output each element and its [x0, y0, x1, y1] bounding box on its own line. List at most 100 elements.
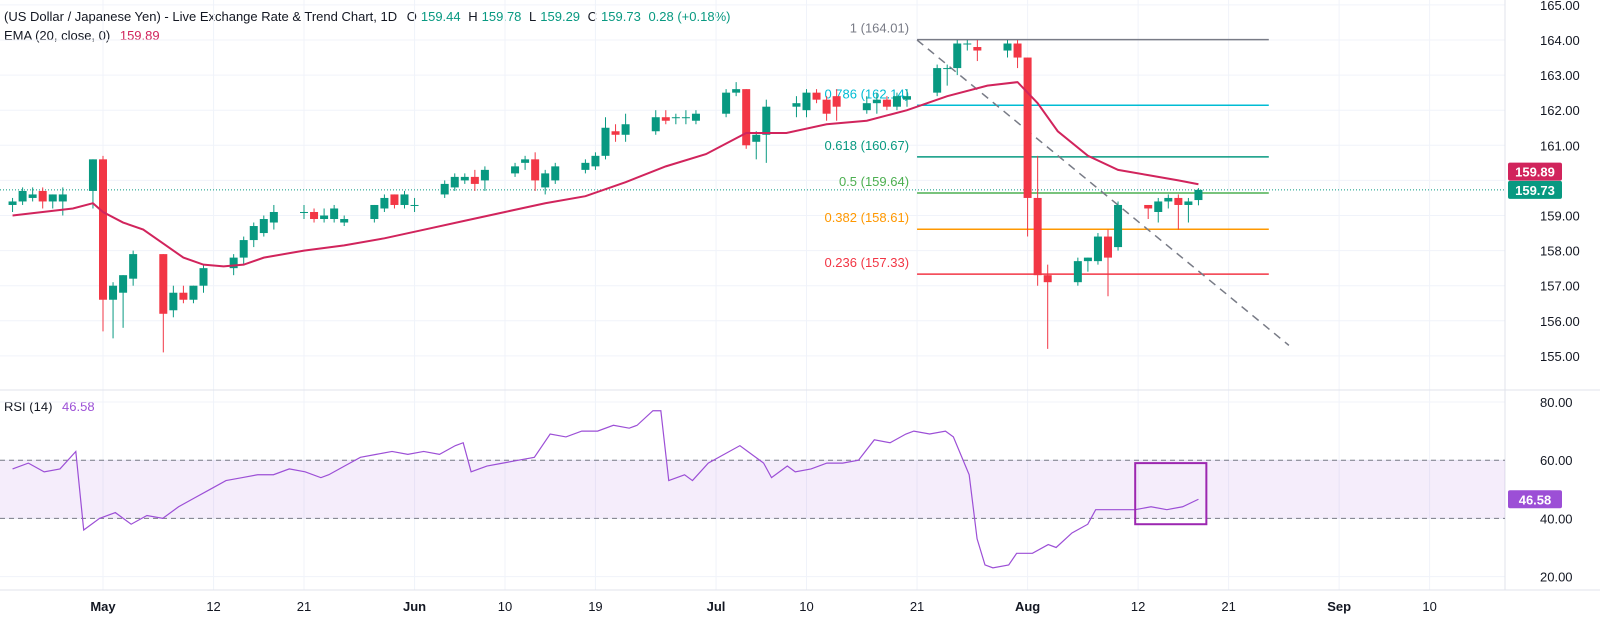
ema-price-badge: 159.89 — [1515, 165, 1555, 180]
price-axis-tick-label: 165.00 — [1540, 0, 1580, 13]
candle-body — [269, 211, 278, 223]
candle-body — [963, 43, 972, 45]
chart-legend: (US Dollar / Japanese Yen) - Live Exchan… — [4, 9, 734, 24]
candle-body — [169, 292, 178, 311]
candle-body — [651, 117, 660, 132]
candle-body — [99, 159, 107, 300]
candle-body — [943, 68, 952, 70]
candle-body — [792, 103, 801, 107]
time-axis-tick-label: 21 — [910, 599, 924, 614]
candle-body — [310, 211, 319, 220]
candle-body — [611, 131, 620, 135]
candle-body — [1154, 201, 1163, 212]
candle-body — [973, 47, 982, 51]
ema-price-badge-bg — [1508, 162, 1562, 181]
dashed-trendline — [916, 39, 1290, 346]
close-label: C — [587, 9, 598, 24]
open-value: 159.44 — [420, 9, 461, 24]
rsi-line — [12, 410, 1199, 569]
price-axis-tick-label: 156.00 — [1540, 314, 1580, 329]
candle-body — [681, 117, 690, 119]
candle-body — [28, 194, 37, 198]
time-axis-tick-label: 10 — [799, 599, 813, 614]
candle-body — [199, 268, 208, 286]
time-axis-tick-label: 10 — [498, 599, 512, 614]
candle-body — [933, 68, 942, 93]
candle-body — [390, 194, 399, 205]
candle-body — [1033, 197, 1042, 276]
candle-body — [591, 155, 600, 167]
candle-body — [239, 240, 248, 258]
candle-body — [903, 96, 911, 100]
candle-body — [872, 99, 881, 104]
candle-body — [1083, 257, 1092, 262]
candle-body — [862, 103, 871, 111]
candle-body — [581, 162, 590, 170]
price-axis-tick-label: 155.00 — [1540, 349, 1580, 364]
candle-body — [259, 219, 268, 234]
candle-body — [1023, 57, 1032, 198]
price-axis-tick-label: 157.00 — [1540, 279, 1580, 294]
open-label: O — [406, 9, 417, 24]
candle-body — [48, 194, 57, 202]
candle-body — [320, 215, 329, 220]
candle-body — [752, 134, 761, 142]
candle-body — [1184, 201, 1193, 205]
candle-body — [812, 92, 821, 100]
change-value: 0.28 (+0.18%) — [648, 9, 731, 24]
candle-body — [119, 275, 128, 293]
candle-body — [109, 285, 118, 300]
candle-body — [380, 197, 389, 209]
candle-body — [541, 173, 550, 188]
candle-body — [1174, 197, 1183, 205]
candle-body — [1043, 275, 1052, 283]
candle-body — [470, 176, 479, 184]
candle-body — [300, 211, 308, 213]
fib-label-0.786: 0.786 (162.14) — [824, 86, 909, 101]
candle-body — [832, 96, 841, 107]
time-axis-tick-label: 21 — [1221, 599, 1235, 614]
candle-body — [892, 96, 901, 107]
candle-body — [18, 190, 27, 202]
candle-body — [551, 166, 560, 181]
candle-body — [159, 254, 168, 314]
rsi-axis-tick-label: 40.00 — [1540, 511, 1573, 526]
candle-body — [1093, 236, 1102, 262]
rsi-axis-tick-label: 60.00 — [1540, 453, 1573, 468]
price-axis-tick-label: 162.00 — [1540, 103, 1580, 118]
candle-body — [179, 292, 188, 300]
candle-body — [1073, 261, 1082, 283]
candle-body — [129, 254, 138, 279]
rsi-highlight-box — [1134, 462, 1208, 526]
candle-body — [661, 117, 670, 121]
candle-body — [1164, 197, 1173, 202]
rsi-legend: RSI (14) 46.58 — [4, 399, 101, 414]
price-axis-tick-label: 163.00 — [1540, 68, 1580, 83]
high-label: H — [468, 9, 478, 24]
candle-body — [882, 99, 891, 107]
candle-body — [189, 285, 198, 300]
low-label: L — [529, 9, 537, 24]
last-price-badge: 159.73 — [1515, 183, 1555, 198]
time-axis-tick-label: 19 — [588, 599, 602, 614]
candle-body — [802, 92, 811, 111]
candle-body — [722, 92, 731, 114]
time-axis-tick-label: May — [90, 599, 116, 614]
candle-body — [762, 106, 771, 135]
rsi-axis-tick-label: 20.00 — [1540, 570, 1573, 585]
candle-body — [450, 176, 459, 188]
price-axis-tick-label: 159.00 — [1540, 209, 1580, 224]
ema-line — [12, 81, 1199, 268]
candle-body — [671, 117, 680, 119]
rsi-legend-value: 46.58 — [62, 399, 95, 414]
fib-label-0.618: 0.618 (160.67) — [824, 138, 909, 153]
fib-label-0.382: 0.382 (158.61) — [824, 210, 909, 225]
ema-legend: EMA (20, close, 0) 159.89 — [4, 28, 166, 43]
candle-body — [480, 169, 489, 181]
candle-body — [1013, 43, 1022, 58]
candle-body — [1194, 189, 1203, 201]
time-axis-tick-label: Sep — [1327, 599, 1351, 614]
fib-label-1: 1 (164.01) — [850, 21, 909, 36]
rsi-value-badge-bg — [1508, 490, 1562, 509]
